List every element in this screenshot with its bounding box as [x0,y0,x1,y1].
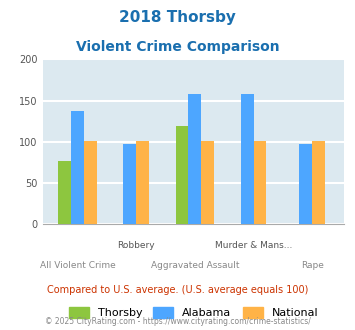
Text: © 2025 CityRating.com - https://www.cityrating.com/crime-statistics/: © 2025 CityRating.com - https://www.city… [45,317,310,326]
Text: 2018 Thorsby: 2018 Thorsby [119,10,236,25]
Bar [253,141,266,224]
Bar [176,126,189,224]
Bar [189,94,201,224]
Bar [136,141,149,224]
Bar [59,161,71,224]
Bar [241,94,253,224]
Text: Compared to U.S. average. (U.S. average equals 100): Compared to U.S. average. (U.S. average … [47,285,308,295]
Text: Rape: Rape [301,261,323,270]
Text: Violent Crime Comparison: Violent Crime Comparison [76,40,279,53]
Text: Murder & Mans...: Murder & Mans... [215,241,292,250]
Bar [312,141,325,224]
Bar [71,112,84,224]
Bar [201,141,214,224]
Bar [299,145,312,224]
Text: Aggravated Assault: Aggravated Assault [151,261,239,270]
Bar [84,141,97,224]
Text: All Violent Crime: All Violent Crime [40,261,116,270]
Bar [124,144,136,224]
Legend: Thorsby, Alabama, National: Thorsby, Alabama, National [64,303,323,323]
Text: Robbery: Robbery [118,241,155,250]
